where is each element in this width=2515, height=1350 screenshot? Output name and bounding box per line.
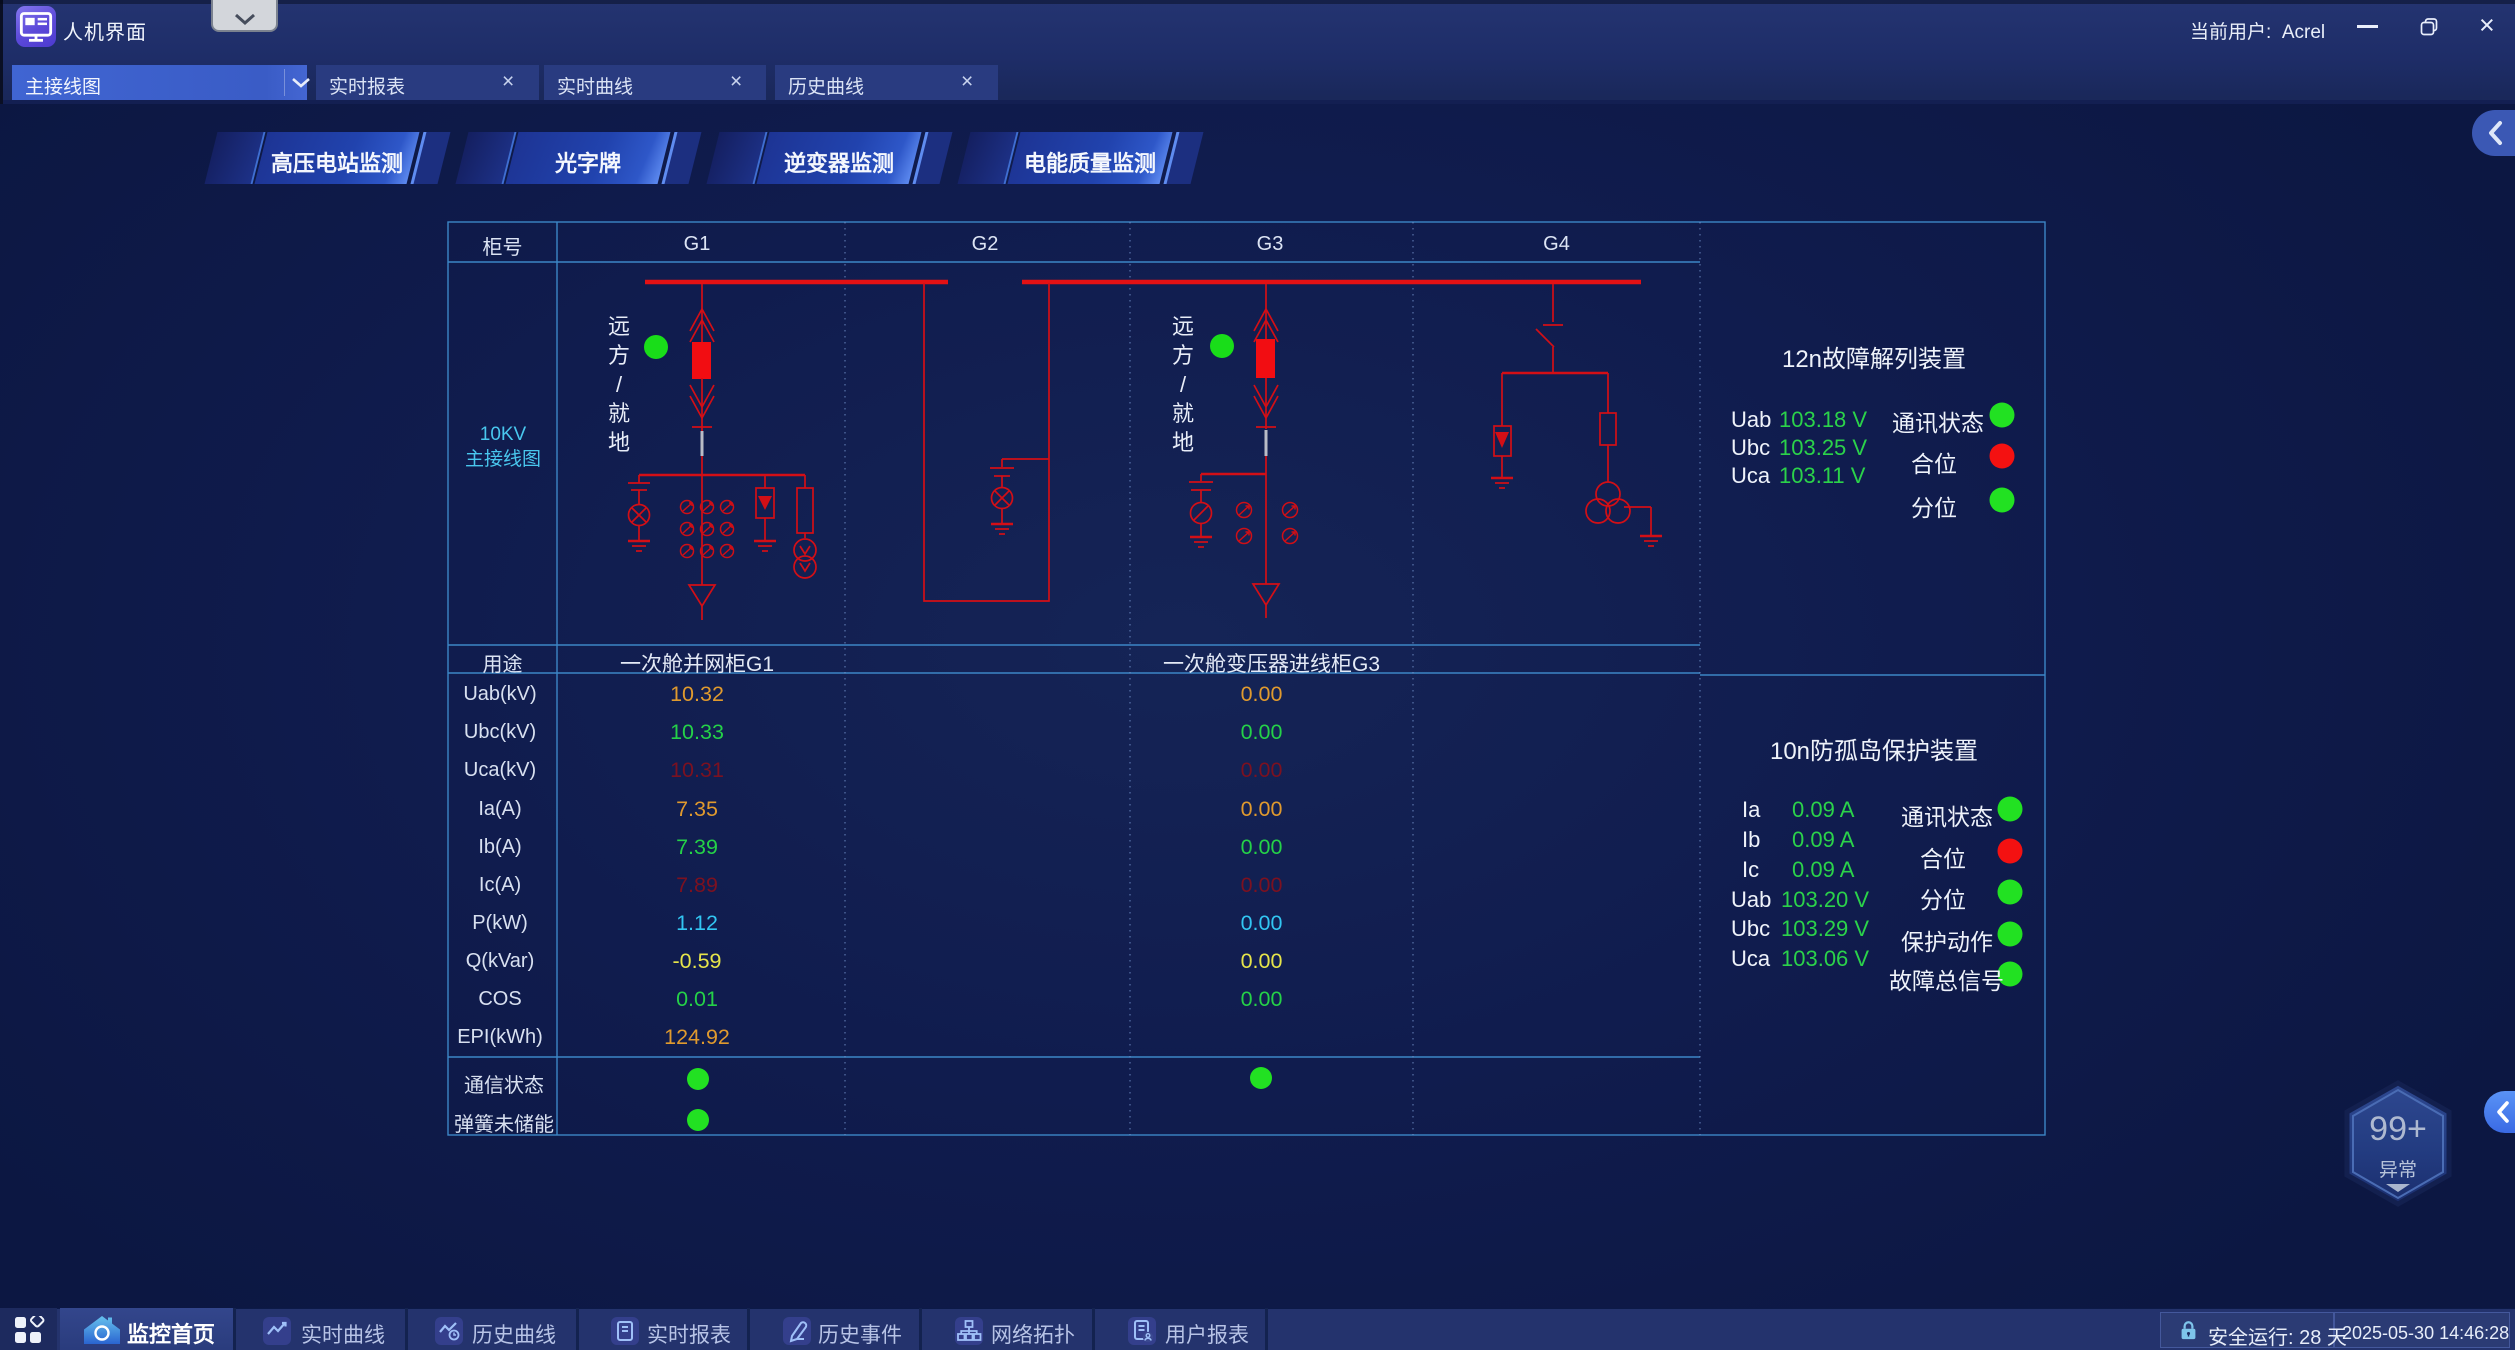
svg-text:99+: 99+ [2369,1110,2427,1148]
svg-text:异常: 异常 [2379,1159,2417,1181]
